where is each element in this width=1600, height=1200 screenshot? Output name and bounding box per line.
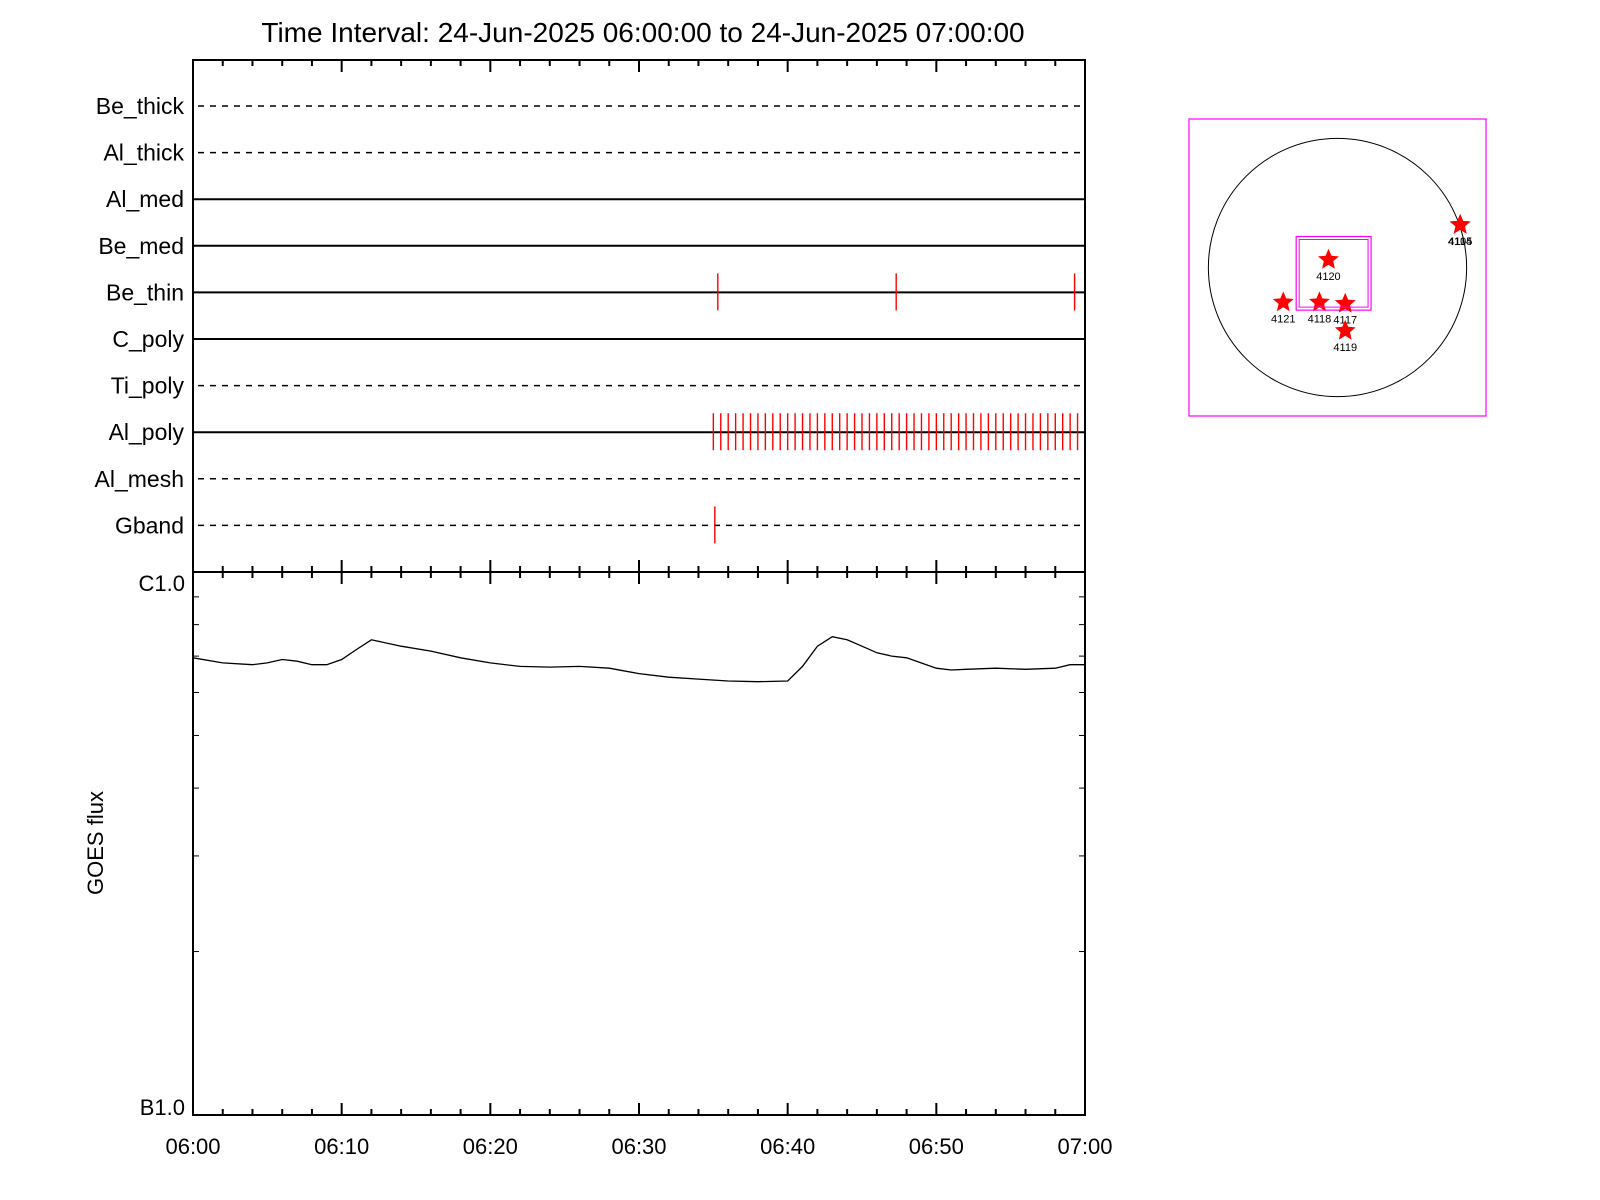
- filter-row-c_poly: C_poly: [112, 326, 1085, 352]
- x-tick-label: 06:40: [760, 1134, 815, 1159]
- timeline-rows: Be_thick Al_thick Al_med Be_med Be_thin C_pol…: [95, 93, 1085, 544]
- filter-label: Al_poly: [109, 419, 185, 445]
- region-label: 4121: [1271, 313, 1295, 325]
- zoom-box-inner: [1298, 239, 1369, 308]
- solar-disk: [1207, 137, 1468, 398]
- filter-row-al_mesh: Al_mesh: [95, 466, 1080, 492]
- x-tick-label: 06:50: [909, 1134, 964, 1159]
- filter-label: Gband: [115, 512, 184, 538]
- sun-map-frame: [1188, 118, 1487, 417]
- goes-flux-panel: C1.0 B1.0 GOES flux 06:00 06:10 06:20 06:30…: [83, 560, 1113, 1159]
- filter-row-gband: Gband: [115, 506, 1080, 544]
- x-tick-label: 06:20: [463, 1134, 518, 1159]
- filter-row-al_med: Al_med: [106, 186, 1085, 212]
- filter-row-al_poly: Al_poly: [109, 413, 1085, 451]
- filter-label: Al_med: [106, 186, 184, 212]
- goes-ytick-top: C1.0: [139, 571, 185, 596]
- sun-map-panel: 4120412141184117411941054114: [1188, 118, 1487, 417]
- region-star-icon: [1334, 319, 1356, 340]
- x-tick-label: 06:00: [165, 1134, 220, 1159]
- region-star-icon: [1334, 292, 1356, 313]
- x-tick-label: 07:00: [1057, 1134, 1112, 1159]
- region-label: 4119: [1333, 342, 1357, 354]
- filter-label: C_poly: [112, 326, 184, 352]
- region-star-icon: [1309, 291, 1330, 312]
- filter-timeline-panel: Be_thick Al_thick Al_med Be_med Be_thin C_pol…: [95, 59, 1086, 573]
- filter-label: Be_med: [98, 233, 184, 259]
- region-label: 4118: [1308, 313, 1332, 325]
- filter-label: Al_thick: [103, 140, 184, 166]
- filter-row-be_thick: Be_thick: [96, 93, 1080, 119]
- filter-label: Be_thin: [106, 279, 184, 305]
- active-region: 4114: [1448, 213, 1472, 248]
- region-label: 4105: [1448, 236, 1472, 248]
- goes-ytick-bottom: B1.0: [140, 1095, 185, 1120]
- goes-x-tick-labels: 06:00 06:10 06:20 06:30 06:40 06:50 07:00: [165, 1134, 1112, 1159]
- filter-row-be_med: Be_med: [98, 233, 1085, 259]
- region-star-icon: [1272, 291, 1294, 312]
- region-star-icon: [1318, 248, 1339, 269]
- goes-flux-line: [192, 636, 1085, 683]
- goes-ylabel: GOES flux: [83, 791, 108, 895]
- chart-title: Time Interval: 24-Jun-2025 06:00:00 to 2…: [261, 17, 1024, 48]
- active-region: 4120: [1316, 248, 1341, 283]
- goes-ticks: [192, 560, 1086, 1115]
- timeline-frame: [192, 59, 1086, 573]
- active-region: 4121: [1271, 291, 1296, 325]
- active-regions: 4120412141184117411941054114: [1271, 213, 1472, 354]
- region-label: 4120: [1316, 271, 1340, 283]
- filter-label: Be_thick: [96, 93, 185, 119]
- active-region: 4119: [1333, 319, 1357, 354]
- x-tick-label: 06:30: [611, 1134, 666, 1159]
- region-label: 4114: [1448, 236, 1472, 248]
- region-star-icon: [1449, 213, 1471, 234]
- filter-label: Ti_poly: [111, 373, 185, 399]
- zoom-box: [1295, 235, 1372, 311]
- filter-row-ti_poly: Ti_poly: [111, 373, 1080, 399]
- filter-row-be_thin: Be_thin: [106, 273, 1085, 311]
- timeline-ticks: [192, 60, 1086, 72]
- active-region: 4118: [1308, 291, 1332, 325]
- goes-frame: [192, 571, 1086, 1116]
- filter-row-al_thick: Al_thick: [103, 140, 1080, 166]
- filter-label: Al_mesh: [95, 466, 184, 492]
- x-tick-label: 06:10: [314, 1134, 369, 1159]
